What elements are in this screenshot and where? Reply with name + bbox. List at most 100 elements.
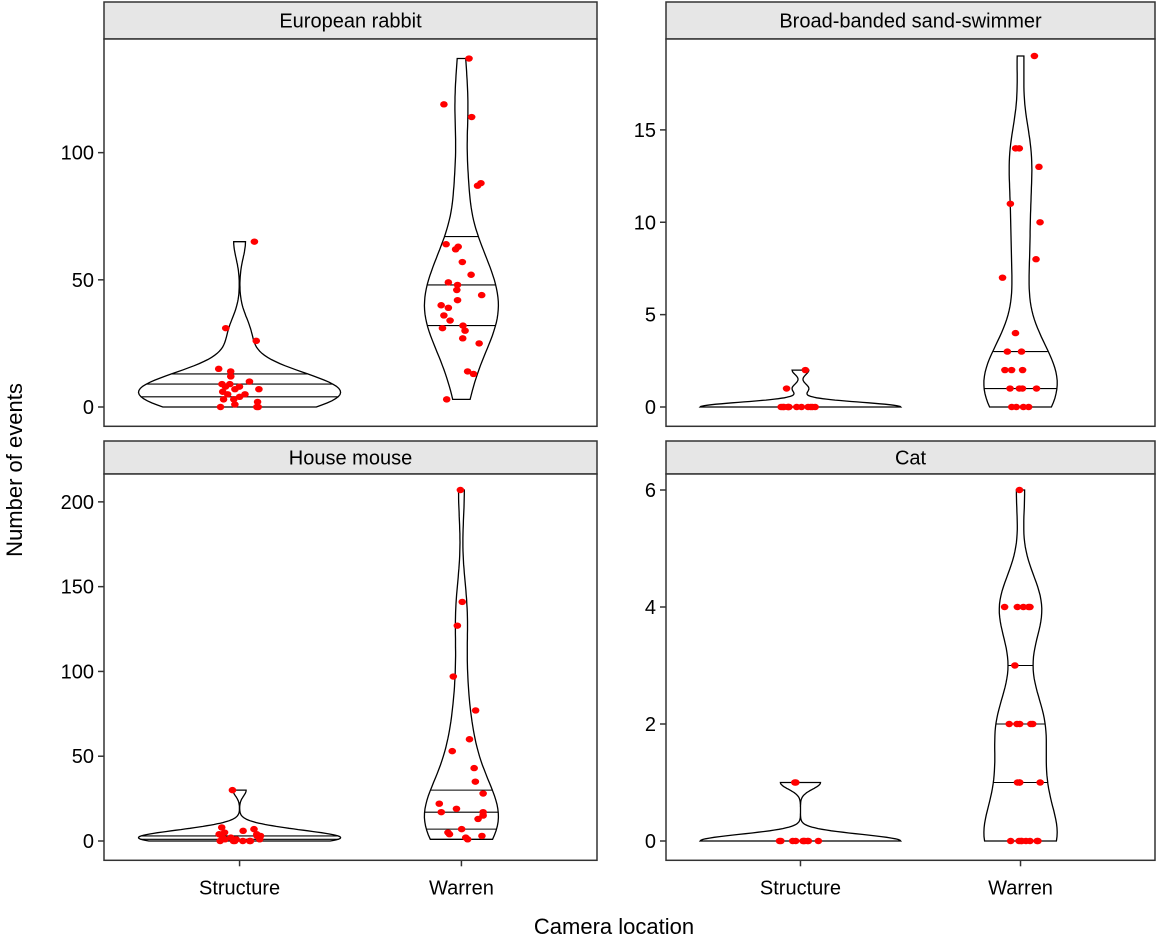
- data-point: [214, 365, 223, 373]
- data-point: [435, 800, 444, 807]
- x-axis-title: Camera location: [534, 914, 694, 939]
- panel-strip: [665, 440, 1156, 475]
- y-tick-label: 100: [61, 661, 94, 683]
- data-point: [245, 378, 254, 385]
- data-point: [453, 281, 462, 289]
- data-point: [226, 373, 235, 380]
- data-point: [252, 831, 261, 838]
- y-tick-label: 150: [61, 577, 94, 599]
- plot-area: [103, 38, 598, 428]
- data-point: [1027, 720, 1035, 728]
- data-point: [1017, 348, 1026, 355]
- data-point: [1036, 219, 1044, 226]
- data-point: [452, 805, 461, 812]
- data-point: [1003, 348, 1012, 355]
- data-point: [1000, 603, 1009, 611]
- data-point: [477, 179, 485, 187]
- panel-strip: [103, 1, 598, 40]
- data-point: [475, 340, 483, 347]
- data-point: [1015, 779, 1024, 786]
- data-point: [449, 673, 458, 680]
- data-point: [814, 837, 823, 845]
- data-point: [226, 368, 235, 375]
- data-point: [775, 837, 784, 845]
- data-point: [440, 312, 448, 319]
- data-point: [250, 238, 259, 245]
- data-point: [1013, 603, 1022, 611]
- violin-structure: [137, 241, 342, 408]
- y-tick-label: 0: [645, 397, 656, 419]
- y-tick-label: 100: [61, 143, 94, 165]
- data-point: [437, 808, 446, 816]
- data-point: [227, 834, 235, 841]
- data-point: [471, 707, 480, 714]
- x-tick-label: Structure: [760, 877, 841, 899]
- panel-house-mouse: House mouse 0 50 100 150 200 Structure Warren: [61, 440, 598, 899]
- y-tick-label: 0: [83, 831, 94, 853]
- data-point: [799, 837, 807, 845]
- y-tick-label: 10: [634, 212, 656, 234]
- data-point: [783, 403, 792, 411]
- data-point: [782, 385, 791, 392]
- data-point: [801, 366, 810, 374]
- panel-title: Broad-banded sand-swimmer: [779, 11, 1042, 33]
- data-point: [461, 327, 469, 334]
- data-point: [235, 383, 244, 390]
- data-point: [255, 385, 263, 393]
- data-point: [1006, 837, 1015, 845]
- data-point: [239, 837, 247, 845]
- y-tick-label: 5: [645, 305, 656, 327]
- x-tick-label: Warren: [429, 877, 494, 899]
- data-point: [440, 101, 448, 108]
- data-point: [220, 829, 229, 836]
- data-point: [1024, 603, 1033, 611]
- x-tick-label: Structure: [199, 877, 280, 899]
- y-tick-label: 4: [645, 597, 656, 619]
- data-point: [1035, 163, 1043, 171]
- data-point: [1036, 779, 1044, 786]
- data-point: [1030, 52, 1039, 60]
- data-point: [479, 808, 487, 816]
- data-point: [218, 380, 226, 388]
- data-point: [459, 322, 467, 329]
- data-point: [1015, 837, 1023, 845]
- data-point: [471, 778, 480, 785]
- data-point: [453, 622, 462, 629]
- data-point: [231, 401, 239, 408]
- data-point: [241, 391, 249, 398]
- data-point: [216, 403, 225, 411]
- data-point: [1032, 256, 1040, 263]
- data-point: [1007, 403, 1016, 411]
- panel-strip: [665, 1, 1156, 40]
- data-point: [1015, 385, 1024, 392]
- data-point: [467, 113, 476, 121]
- data-point: [463, 368, 472, 375]
- data-point: [444, 304, 453, 312]
- plot-area: [665, 38, 1156, 428]
- panel-title: European rabbit: [279, 11, 422, 33]
- data-point: [1026, 837, 1034, 845]
- data-point: [252, 337, 261, 345]
- data-point: [458, 598, 467, 606]
- data-point: [465, 736, 474, 743]
- data-point: [1006, 200, 1015, 207]
- x-tick-label: Warren: [988, 877, 1053, 899]
- data-point: [791, 779, 799, 786]
- y-tick-label: 6: [645, 480, 656, 502]
- data-point: [448, 747, 457, 755]
- data-point: [444, 829, 452, 836]
- data-point: [470, 764, 478, 772]
- data-point: [442, 396, 451, 403]
- data-point: [1005, 720, 1014, 728]
- data-point: [1018, 366, 1027, 374]
- data-point: [804, 837, 813, 845]
- data-point: [444, 279, 453, 286]
- plot-area: [665, 473, 1156, 862]
- plot-area: [103, 473, 598, 862]
- data-point: [457, 825, 466, 833]
- data-point: [469, 370, 478, 378]
- data-point: [467, 271, 475, 278]
- data-point: [228, 786, 237, 794]
- data-point: [1011, 662, 1019, 669]
